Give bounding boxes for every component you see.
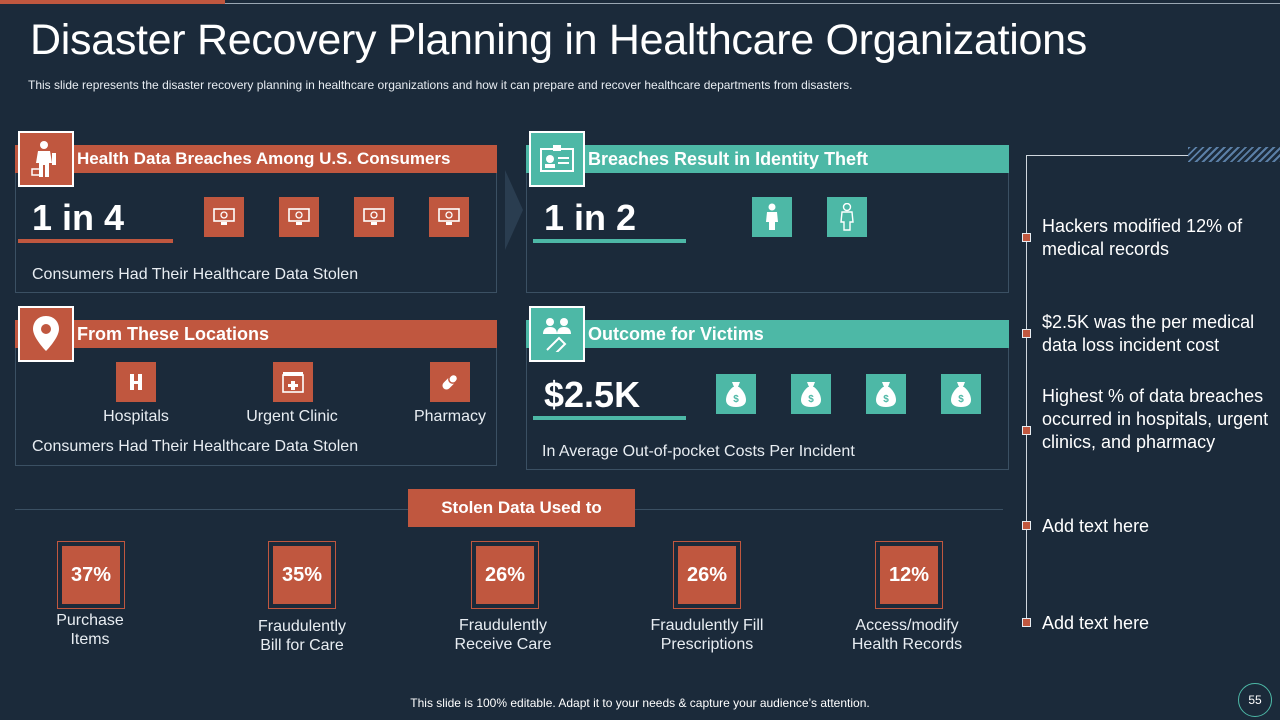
svg-text:$: $: [958, 394, 964, 405]
page-title: Disaster Recovery Planning in Healthcare…: [30, 16, 1087, 64]
victims-icon: [529, 306, 585, 362]
person-icon: [827, 197, 867, 237]
breaches-header: Health Data Breaches Among U.S. Consumer…: [15, 145, 497, 173]
timeline-item: Hackers modified 12% of medical records: [1042, 216, 1243, 259]
stolen-pct: 26%: [678, 546, 736, 604]
money-bag-icon: $: [941, 374, 981, 414]
monitor-icon: [429, 197, 469, 237]
breaches-caption: Consumers Had Their Healthcare Data Stol…: [32, 266, 359, 283]
timeline-dot: [1022, 426, 1031, 435]
location-label: Pharmacy: [413, 408, 487, 425]
breaches-stat: 1 in 4: [32, 197, 125, 238]
monitor-icon: [204, 197, 244, 237]
id-card-icon: [529, 131, 585, 187]
timeline-dot: [1022, 233, 1031, 242]
timeline-item: $2.5K was the per medical data loss inci…: [1042, 312, 1255, 355]
top-accent-bar: [0, 0, 225, 4]
locations-caption: Consumers Had Their Healthcare Data Stol…: [32, 438, 359, 455]
outcome-stat-underline: [533, 416, 686, 420]
identity-header: Breaches Result in Identity Theft: [526, 145, 1009, 173]
stolen-label: Purchase Items: [10, 611, 170, 649]
timeline-top-line: [1026, 155, 1188, 156]
timeline-item: Add text here: [1042, 613, 1150, 633]
timeline-dot: [1022, 521, 1031, 530]
stolen-pct: 35%: [273, 546, 331, 604]
money-bag-icon: $: [716, 374, 756, 414]
stolen-label-line: Fraudulently Fill: [650, 617, 764, 634]
outcome-caption: In Average Out-of-pocket Costs Per Incid…: [542, 443, 855, 460]
timeline-item: Highest % of data breaches occurred in h…: [1042, 386, 1269, 452]
stolen-label-line: Fraudulently: [458, 617, 548, 634]
location-label: Hospitals: [103, 408, 169, 425]
pill-icon: [430, 362, 470, 402]
svg-text:$: $: [883, 394, 889, 405]
identity-stat: 1 in 2: [544, 197, 637, 238]
stolen-pct: 26%: [476, 546, 534, 604]
stolen-pct: 37%: [62, 546, 120, 604]
stolen-label-line: Purchase: [56, 612, 124, 629]
stolen-data-label: Stolen Data Used to: [408, 489, 635, 527]
stolen-label-line: Bill for Care: [260, 637, 344, 654]
clinic-icon: [273, 362, 313, 402]
stolen-stat: 26%: [471, 541, 539, 609]
worker-icon: [18, 131, 74, 187]
stolen-stat: 35%: [268, 541, 336, 609]
money-bag-icon: $: [791, 374, 831, 414]
stolen-label-line: Fraudulently: [257, 618, 347, 635]
stolen-stat: 12%: [875, 541, 943, 609]
location-label: Urgent Clinic: [246, 408, 338, 425]
svg-text:$: $: [733, 394, 739, 405]
stolen-label-line: Receive Care: [454, 636, 552, 653]
page-number: 55: [1238, 683, 1272, 717]
footer-note: This slide is 100% editable. Adapt it to…: [410, 696, 870, 710]
stolen-label: Fraudulently Fill Prescriptions: [627, 616, 787, 654]
money-bag-icon: $: [866, 374, 906, 414]
stolen-label-line: Prescriptions: [660, 636, 754, 653]
timeline-line: [1026, 155, 1027, 625]
svg-text:$: $: [808, 394, 814, 405]
location-pin-icon: [18, 306, 74, 362]
timeline-item: Add text here: [1042, 516, 1150, 536]
stolen-label: Access/modify Health Records: [827, 616, 987, 654]
stolen-label: Fraudulently Bill for Care: [222, 617, 382, 655]
outcome-stat: $2.5K: [544, 374, 641, 415]
chevron-right-icon: [505, 170, 523, 250]
stolen-pct: 12%: [880, 546, 938, 604]
stolen-label-line: Items: [70, 631, 110, 648]
person-icon: [752, 197, 792, 237]
page-subtitle: This slide represents the disaster recov…: [28, 78, 853, 92]
stolen-stat: 26%: [673, 541, 741, 609]
locations-header: From These Locations: [15, 320, 497, 348]
outcome-header: Outcome for Victims: [526, 320, 1009, 348]
hatch-decoration: [1188, 147, 1280, 162]
monitor-icon: [279, 197, 319, 237]
stolen-label-line: Access/modify: [855, 617, 959, 634]
stolen-label-line: Health Records: [851, 636, 963, 653]
hospital-icon: [116, 362, 156, 402]
timeline-dot: [1022, 329, 1031, 338]
identity-stat-underline: [533, 239, 686, 243]
breaches-stat-underline: [18, 239, 173, 243]
stolen-label: Fraudulently Receive Care: [423, 616, 583, 654]
monitor-icon: [354, 197, 394, 237]
top-divider: [225, 3, 1280, 4]
stolen-stat: 37%: [57, 541, 125, 609]
timeline-dot: [1022, 618, 1031, 627]
